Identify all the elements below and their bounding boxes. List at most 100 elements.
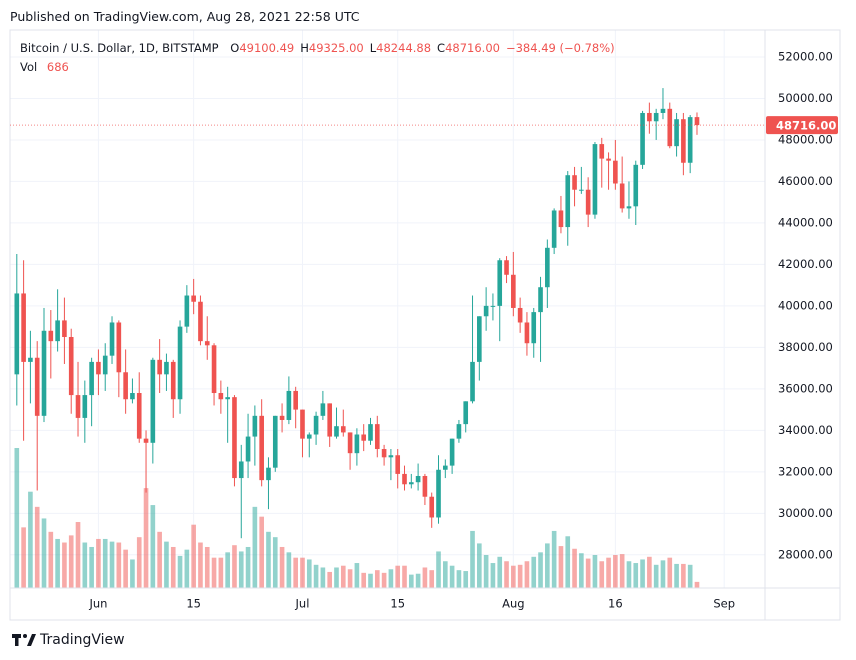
volume-bar [517,564,523,588]
candle-body [660,108,666,113]
candle-body [238,461,244,479]
volume-bar [347,569,353,588]
candle-body [245,436,251,462]
candle-body [477,316,482,362]
volume-bar [368,573,373,588]
candle-body [572,175,577,190]
y-tick-label: 48000.00 [778,132,833,146]
candle-body [75,395,81,418]
volume-bar [320,567,326,588]
volume-bar [388,569,394,588]
logo-icon [12,634,36,646]
candle-body [517,307,523,323]
volume-bar [327,571,332,588]
candle-body [218,393,224,400]
candle-body [89,361,94,396]
ohlc-key: O [230,41,240,55]
candle-body [361,434,367,441]
candle-body [415,475,421,483]
ohlc-key: C [437,41,446,55]
y-tick-label: 36000.00 [778,381,833,395]
volume-bar [429,570,435,588]
candle-body [490,305,496,307]
candle-body [347,432,353,454]
volume-bar [272,537,278,588]
candle-body [143,438,149,443]
volume-bar [483,555,489,588]
volume-bar [266,531,271,588]
last-price-label: 48716.00 [776,119,836,133]
volume-bar [109,541,115,588]
volume-bar [531,556,537,588]
candle-body [170,361,176,400]
candle-body [184,295,190,327]
candle-body [388,455,394,458]
volume-bar [613,555,618,588]
volume-bar [545,543,550,588]
candle-body [408,482,414,485]
candle-body [327,403,332,437]
x-tick-label: 15 [186,597,201,611]
y-tick-label: 52000.00 [778,49,833,63]
candle-layer [14,88,700,539]
volume-bar [422,567,428,588]
volume-bar [408,574,414,588]
volume-bar [402,565,407,588]
volume-bar [41,518,47,588]
candle-body [320,403,326,416]
candle-body [619,183,625,209]
x-tick-label: Sep [713,597,735,611]
y-tick-label: 32000.00 [778,464,833,478]
candle-body [524,322,530,344]
x-tick-label: 16 [608,597,623,611]
volume-bar [334,567,339,588]
ohlc-value: 48244.88 [376,41,432,55]
labels: 28000.00 30000.00 32000.00 34000.00 36000.00… [10,49,838,611]
candle-body [116,322,122,373]
candle-body [211,345,217,394]
volume-bar [456,570,462,588]
volume-bar [300,557,305,588]
grid [10,30,765,588]
volume-bar [157,531,162,588]
volume-bar [306,559,312,588]
volume-bar [633,563,639,588]
volume-bar [89,546,94,588]
candle-body [374,424,380,450]
candle-body [225,397,230,400]
ohlc-value: 49325.00 [308,41,364,55]
candle-body [157,359,162,375]
candle-body [109,322,115,356]
volume-bar [463,571,469,588]
volume-bar [585,558,591,588]
volume-bar [245,546,251,588]
candle-body [272,415,278,468]
volume-bar [55,538,60,588]
y-tick-label: 40000.00 [778,298,833,312]
candle-body [368,424,373,441]
volume-bar [551,530,557,588]
y-tick-label: 28000.00 [778,547,833,561]
volume-bar [504,561,509,588]
ohlc-value: 49100.49 [239,41,295,55]
volume-bar [252,506,258,588]
volume-bar [694,581,700,588]
candle-body [667,108,673,147]
volume-bar [198,542,203,588]
volume-bar [68,535,74,588]
volume-bar [592,555,598,588]
candle-body [497,260,503,306]
ohlc-value: 48716.00 [445,41,500,55]
candle-body [102,355,108,375]
candle-body [381,449,387,458]
volume-bar [130,559,135,588]
volume-bar [653,564,659,588]
volume-bar [62,542,67,588]
x-tick-label: Jun [88,597,107,611]
published-note: Published on TradingView.com, Aug 28, 20… [10,9,360,24]
volume-bar [511,565,516,588]
candle-body [694,117,700,126]
candle-body [130,393,135,400]
candle-body [626,206,632,209]
